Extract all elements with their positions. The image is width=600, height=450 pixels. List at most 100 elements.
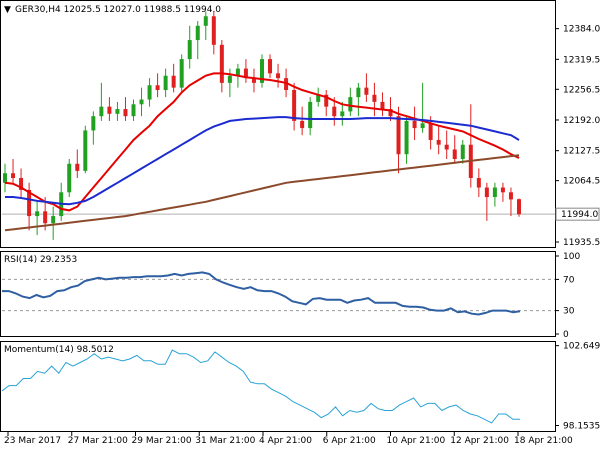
candle: [340, 101, 345, 126]
candle: [27, 182, 32, 231]
candle: [83, 125, 88, 174]
candle: [316, 87, 321, 107]
price-tick-label: 12064.5: [563, 177, 600, 187]
price-plot: [2, 11, 555, 240]
price-tick-label: 12127.5: [563, 147, 600, 157]
candle: [412, 106, 417, 140]
price-tick-label: 12192.0: [563, 116, 600, 126]
x-tick-label: 29 Mar 21:00: [132, 436, 192, 446]
candle: [187, 25, 192, 69]
candle: [171, 63, 176, 93]
candle: [99, 82, 104, 121]
rsi-tick-label: 100: [563, 252, 580, 262]
candle: [396, 106, 401, 174]
price-tick-label: 12384.0: [563, 25, 600, 35]
candle: [3, 163, 7, 193]
moving-average-line: [5, 116, 520, 206]
price-tick-label: 11935.5: [563, 238, 600, 248]
candle: [452, 135, 457, 164]
momentum-plot: [1, 349, 520, 424]
candle: [259, 54, 264, 88]
candle: [211, 11, 216, 55]
momentum-panel-frame: [0, 341, 556, 432]
x-tick-label: 23 Mar 2017: [4, 436, 61, 446]
x-tick-label: 18 Apr 21:00: [514, 436, 573, 446]
moving-average-line: [4, 154, 520, 232]
candle: [268, 54, 273, 79]
candle: [324, 90, 329, 117]
candle: [388, 97, 393, 121]
x-tick-label: 4 Apr 21:00: [259, 436, 312, 446]
price-tick-label: 12256.5: [563, 85, 600, 95]
candle: [308, 97, 313, 136]
candle: [195, 21, 200, 60]
candle: [420, 82, 425, 133]
rsi-line: [2, 271, 521, 316]
candle: [444, 130, 449, 159]
candle: [67, 158, 72, 198]
candle: [348, 87, 353, 117]
candle: [203, 11, 208, 41]
price-panel-frame: [0, 0, 556, 248]
candle: [468, 104, 473, 188]
candle: [436, 125, 441, 155]
rsi-tick-label: 0: [563, 330, 569, 340]
candle: [107, 97, 112, 121]
candle: [91, 111, 96, 145]
candle: [227, 68, 232, 98]
candle: [123, 97, 128, 121]
x-tick-label: 12 Apr 21:00: [450, 436, 509, 446]
candle: [492, 182, 497, 207]
candle: [51, 206, 56, 240]
candle: [131, 99, 136, 121]
candle: [163, 68, 168, 98]
candle: [179, 54, 184, 93]
candle: [460, 139, 465, 164]
current-price-label: 11994.0: [561, 210, 598, 220]
candle: [372, 82, 377, 117]
axes: 12384.0 12319.5 12256.5 12192.0 12127.5 12064…: [4, 25, 600, 446]
x-tick-label: 31 Mar 21:00: [195, 436, 255, 446]
rsi-tick-label: 70: [563, 275, 575, 285]
rsi-panel-frame: [0, 251, 556, 337]
candle: [364, 73, 369, 102]
candle: [251, 68, 256, 93]
candle: [356, 82, 361, 117]
momentum-tick-label: 102.6498: [563, 342, 600, 352]
x-tick-label: 10 Apr 21:00: [387, 436, 446, 446]
candle: [484, 182, 489, 221]
candle: [380, 92, 385, 117]
candle: [243, 59, 248, 83]
price-panel-title: GER30,H4 12025.5 12027.0 11988.5 11994.0: [15, 5, 221, 15]
rsi-panel-title: RSI(14) 29.2353: [4, 255, 77, 265]
candle: [508, 187, 513, 217]
candle: [219, 40, 224, 93]
price-tick-label: 12319.5: [563, 55, 600, 65]
rsi-tick-label: 30: [563, 307, 575, 317]
candle: [155, 73, 160, 98]
momentum-line: [1, 349, 520, 424]
candle: [59, 182, 64, 221]
momentum-tick-label: 98.1535: [563, 421, 600, 431]
candle: [476, 168, 481, 198]
candle: [500, 182, 505, 202]
candle: [276, 63, 281, 88]
rsi-plot: [2, 271, 555, 316]
candle: [516, 198, 521, 217]
candle: [300, 106, 305, 136]
candle: [11, 158, 16, 183]
candle: [139, 87, 144, 117]
candle: [115, 101, 120, 121]
candle: [75, 149, 80, 179]
candle: [35, 201, 40, 236]
x-tick-label: 27 Mar 21:00: [68, 436, 128, 446]
candle: [147, 78, 152, 107]
current-price-box: [555, 207, 600, 221]
candle: [292, 82, 297, 131]
collapse-triangle-icon[interactable]: ▼: [4, 5, 11, 15]
candle: [404, 116, 409, 164]
x-tick-label: 6 Apr 21:00: [323, 436, 376, 446]
candle: [19, 168, 24, 198]
moving-average-line: [4, 72, 520, 212]
